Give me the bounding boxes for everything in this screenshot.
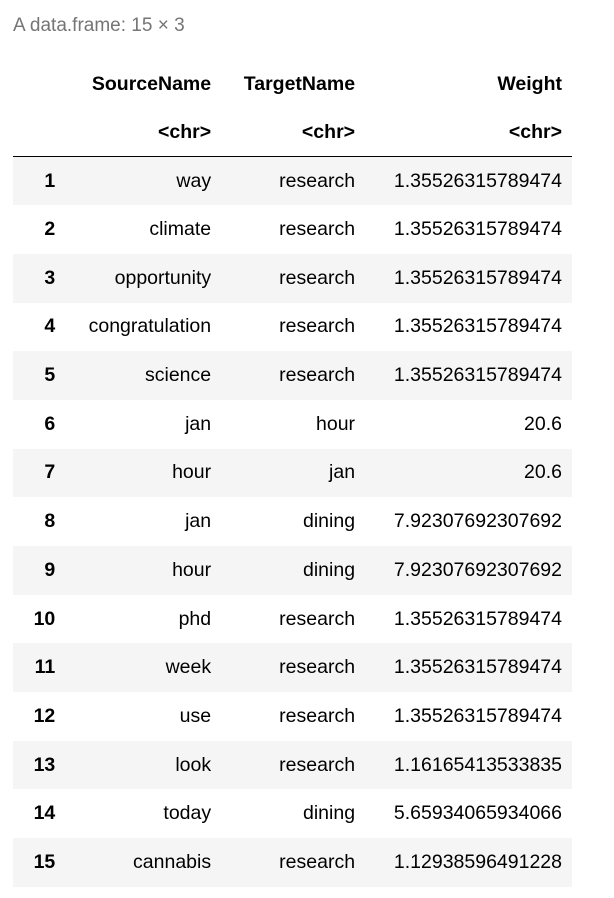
row-index: 3 (44, 266, 56, 289)
table-row: 12 use research 1.35526315789474 (13, 692, 572, 741)
table-row: 13 look research 1.16165413533835 (13, 740, 572, 790)
cell-targetname: research (279, 169, 356, 192)
cell-sourcename: science (144, 364, 212, 387)
cell-sourcename: climate (149, 218, 212, 241)
cell-sourcename: cannabis (133, 850, 212, 873)
column-header-index (13, 60, 65, 108)
cell-sourcename: use (179, 704, 212, 727)
cell-targetname: research (279, 850, 356, 873)
cell-sourcename: jan (185, 412, 212, 435)
cell-sourcename: hour (172, 558, 212, 581)
cell-weight: 20.6 (524, 461, 562, 484)
column-type-targetname: <chr> (221, 108, 366, 157)
cell-weight: 1.35526315789474 (393, 218, 562, 241)
row-index: 4 (44, 315, 56, 338)
cell-weight: 1.12938596491228 (393, 850, 562, 873)
cell-targetname: hour (316, 412, 356, 435)
table-row: 6 jan hour 20.6 (13, 400, 572, 449)
table-row: 7 hour jan 20.6 (13, 448, 572, 498)
cell-weight: 1.35526315789474 (393, 704, 562, 727)
table-row: 4 congratulation research 1.35526315789474 (13, 303, 572, 352)
table-row: 1 way research 1.35526315789474 (13, 156, 572, 206)
table-row: 10 phd research 1.35526315789474 (13, 595, 572, 644)
table-row: 9 hour dining 7.92307692307692 (13, 546, 572, 595)
row-index: 13 (33, 753, 56, 776)
table-body: 1 way research 1.35526315789474 2 climate rese… (13, 156, 572, 887)
cell-weight: 1.16165413533835 (393, 753, 562, 776)
row-index: 9 (44, 558, 56, 581)
cell-sourcename: congratulation (88, 315, 212, 338)
cell-weight: 20.6 (524, 412, 562, 435)
cell-targetname: research (279, 704, 356, 727)
cell-sourcename: jan (185, 510, 212, 533)
cell-targetname: dining (303, 802, 356, 825)
table-row: 8 jan dining 7.92307692307692 (13, 497, 572, 546)
cell-targetname: research (279, 364, 356, 387)
row-index: 7 (44, 461, 56, 484)
column-header-sourcename: SourceName (91, 72, 212, 95)
cell-targetname: research (279, 266, 356, 289)
row-index: 14 (33, 802, 56, 825)
cell-targetname: research (279, 607, 356, 630)
cell-targetname: dining (303, 558, 356, 581)
cell-targetname: research (279, 656, 356, 679)
row-index: 15 (33, 850, 56, 873)
cell-targetname: research (279, 218, 356, 241)
row-index: 5 (44, 364, 56, 387)
cell-weight: 7.92307692307692 (393, 558, 562, 581)
cell-targetname: dining (303, 510, 356, 533)
cell-sourcename: phd (178, 607, 212, 630)
cell-weight: 7.92307692307692 (393, 510, 562, 533)
row-index: 1 (44, 169, 56, 192)
column-names-row: SourceName TargetName Weight (13, 60, 572, 108)
table-row: 2 climate research 1.35526315789474 (13, 205, 572, 254)
cell-sourcename: look (175, 753, 212, 776)
cell-weight: 1.35526315789474 (393, 315, 562, 338)
table-row: 15 cannabis research 1.12938596491228 (13, 838, 572, 887)
cell-targetname: research (279, 753, 356, 776)
cell-sourcename: hour (172, 461, 212, 484)
column-type-index (13, 108, 66, 157)
cell-weight: 1.35526315789474 (393, 169, 562, 192)
data-frame-table: SourceName TargetName Weight <chr> <chr>… (13, 60, 572, 887)
table-caption: A data.frame: 15 × 3 (13, 15, 185, 36)
row-index: 2 (44, 218, 56, 241)
row-index: 8 (44, 510, 56, 533)
cell-weight: 1.35526315789474 (393, 364, 562, 387)
cell-targetname: research (279, 315, 356, 338)
row-index: 10 (33, 607, 56, 630)
table-row: 14 today dining 5.65934065934066 (13, 789, 572, 838)
cell-sourcename: week (165, 656, 212, 679)
row-index: 11 (34, 656, 56, 679)
cell-targetname: jan (329, 461, 356, 484)
cell-sourcename: opportunity (114, 266, 212, 289)
table-row: 11 week research 1.35526315789474 (13, 643, 572, 693)
cell-sourcename: way (176, 169, 212, 192)
column-header-targetname: TargetName (243, 72, 356, 95)
row-index: 6 (44, 412, 56, 435)
cell-weight: 1.35526315789474 (393, 266, 562, 289)
column-types-row: <chr> <chr> <chr> (13, 108, 572, 157)
column-type-sourcename: <chr> (65, 108, 222, 157)
cell-weight: 5.65934065934066 (393, 802, 562, 825)
cell-weight: 1.35526315789474 (393, 656, 562, 679)
cell-sourcename: today (163, 802, 212, 825)
row-index: 12 (33, 704, 56, 727)
column-header-weight: Weight (497, 72, 562, 95)
table-row: 3 opportunity research 1.35526315789474 (13, 253, 572, 303)
column-type-weight: <chr> (365, 108, 572, 157)
table-row: 5 science research 1.35526315789474 (13, 351, 572, 400)
cell-weight: 1.35526315789474 (393, 607, 562, 630)
table-header: SourceName TargetName Weight <chr> <chr>… (13, 60, 572, 157)
